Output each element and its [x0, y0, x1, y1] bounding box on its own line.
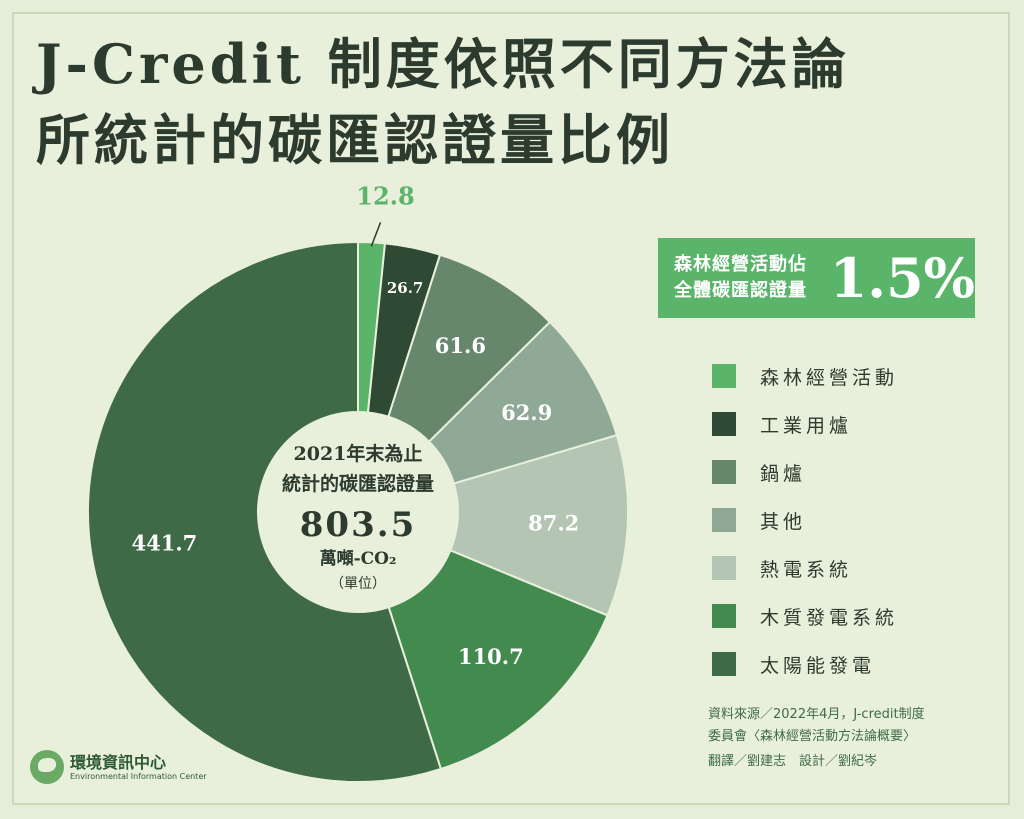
chart-legend: 森林經營活動 工業用爐鍋爐其他熱電系統木質發電系統 太陽能發電	[712, 352, 992, 688]
slice-leader-line	[370, 222, 382, 247]
legend-swatch	[712, 460, 736, 484]
legend-swatch	[712, 508, 736, 532]
source-line-1: 資料來源／2022年4月，J-credit制度	[708, 707, 925, 722]
legend-item: 其他	[712, 496, 992, 544]
logo-subtitle: Environmental Information Center	[70, 771, 207, 781]
chart-center: 2021年末為止 統計的碳匯認證量 803.5 萬噸-CO₂ （單位）	[258, 412, 458, 612]
legend-label: 其他	[760, 510, 807, 533]
legend-item: 太陽能發電	[712, 640, 992, 688]
page-title: J-Credit 制度依照不同方法論 所統計的碳匯認證量比例	[36, 26, 996, 178]
legend-swatch	[712, 412, 736, 436]
forest-share-callout: 森林經營活動佔 全體碳匯認證量 1.5%	[658, 238, 975, 318]
legend-swatch	[712, 556, 736, 580]
legend-label: 森林經營活動	[760, 366, 899, 389]
slice-label-1: 26.7	[387, 279, 424, 297]
center-unit-note: （單位）	[330, 576, 386, 592]
slice-label-3: 62.9	[501, 400, 552, 425]
globe-icon	[30, 750, 64, 784]
legend-swatch	[712, 652, 736, 676]
legend-label: 木質發電系統	[760, 606, 899, 629]
logo-name: 環境資訊中心	[70, 752, 167, 772]
legend-label: 熱電系統	[760, 558, 853, 581]
legend-swatch	[712, 364, 736, 388]
callout-text: 森林經營活動佔 全體碳匯認證量	[674, 252, 824, 304]
slice-label-4: 87.2	[528, 510, 579, 535]
callout-line-1: 森林經營活動佔	[674, 254, 807, 275]
chart-slices	[87, 240, 629, 783]
legend-item: 工業用爐	[712, 400, 992, 448]
slice-label-5: 110.7	[458, 644, 524, 669]
legend-swatch	[712, 604, 736, 628]
title-line-1: J-Credit 制度依照不同方法論	[36, 32, 850, 96]
legend-item: 熱電系統	[712, 544, 992, 592]
legend-item: 木質發電系統	[712, 592, 992, 640]
center-total: 803.5	[300, 505, 416, 545]
slice-label-6: 441.7	[131, 530, 197, 555]
center-unit: 萬噸-CO₂	[320, 548, 397, 569]
title-line-2: 所統計的碳匯認證量比例	[36, 108, 674, 172]
center-line-2: 統計的碳匯認證量	[282, 472, 434, 495]
source-note: 資料來源／2022年4月，J-credit制度 委員會〈森林經營活動方法論概要〉	[708, 704, 998, 748]
slice-label-2: 61.6	[435, 333, 486, 358]
callout-line-2: 全體碳匯認證量	[674, 280, 807, 301]
credits: 翻譯／劉建志 設計／劉紀岑	[708, 754, 878, 769]
legend-item: 森林經營活動	[712, 352, 992, 400]
chart-labels: 12.8 26.7 61.6 62.9 87.2 110.7 441.7	[131, 181, 579, 669]
logo: 環境資訊中心 Environmental Information Center	[30, 750, 207, 784]
center-line-1: 2021年末為止	[294, 442, 423, 465]
legend-label: 鍋爐	[760, 462, 807, 485]
callout-value: 1.5%	[829, 246, 975, 310]
legend-label: 太陽能發電	[760, 654, 876, 677]
legend-label: 工業用爐	[760, 414, 853, 437]
slice-label-0: 12.8	[356, 181, 414, 210]
source-line-2: 委員會〈森林經營活動方法論概要〉	[708, 729, 917, 744]
legend-item: 鍋爐	[712, 448, 992, 496]
